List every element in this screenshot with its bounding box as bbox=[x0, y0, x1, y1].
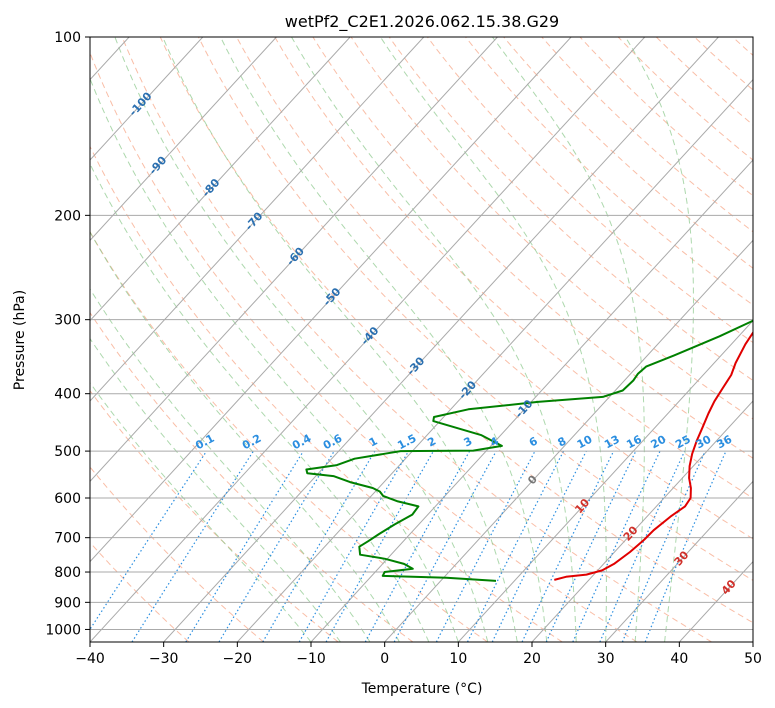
isotherm-line bbox=[90, 37, 425, 402]
chart-title: wetPf2_C2E1.2026.062.15.38.G29 bbox=[285, 12, 559, 32]
isotherm-line bbox=[90, 37, 498, 483]
temperature-line bbox=[554, 330, 753, 581]
mixing-ratio-line bbox=[185, 450, 304, 642]
dry-adiabat bbox=[771, 37, 775, 642]
isotherm-line bbox=[384, 239, 753, 642]
dry-adiabat bbox=[274, 37, 753, 499]
plot-area bbox=[90, 37, 753, 642]
x-axis-label: Temperature (°C) bbox=[361, 681, 483, 697]
moist-adiabat bbox=[162, 37, 518, 642]
isotherm-line bbox=[310, 159, 753, 642]
y-tick-label: 200 bbox=[54, 208, 81, 224]
y-tick-label: 1000 bbox=[45, 622, 81, 638]
moist-adiabat bbox=[90, 337, 341, 642]
isotherm-line bbox=[163, 37, 719, 642]
y-tick-label: 600 bbox=[54, 491, 81, 507]
mixing-ratio-label: 20 bbox=[649, 433, 669, 452]
x-tick-label: 10 bbox=[449, 651, 467, 667]
y-axis-label: Pressure (hPa) bbox=[12, 290, 28, 390]
mixing-ratio-label: 36 bbox=[715, 433, 735, 452]
moist-adiabat bbox=[90, 162, 430, 642]
y-tick-label: 300 bbox=[54, 313, 81, 329]
mixing-ratio-line bbox=[131, 450, 254, 642]
mixing-ratio-line bbox=[364, 450, 471, 642]
moist-adiabat bbox=[90, 77, 459, 642]
isotherm-line bbox=[605, 480, 753, 642]
dry-adiabat bbox=[427, 37, 753, 344]
isotherm-line bbox=[457, 319, 753, 642]
moist-adiabat bbox=[491, 37, 645, 642]
profile-lines bbox=[305, 319, 753, 582]
moist-adiabat bbox=[625, 37, 695, 642]
x-tick-label: 50 bbox=[744, 651, 762, 667]
x-tick-label: −10 bbox=[296, 651, 326, 667]
x-tick-label: 20 bbox=[523, 651, 541, 667]
plot-frame bbox=[89, 36, 754, 643]
isotherm-line bbox=[90, 37, 646, 642]
isotherm-line bbox=[90, 37, 572, 563]
isotherm-line bbox=[752, 641, 753, 642]
y-tick-label: 100 bbox=[54, 30, 81, 46]
mixing-ratio-label: 16 bbox=[624, 433, 644, 452]
mixing-ratio-label: 13 bbox=[602, 433, 622, 452]
dry-adiabat bbox=[90, 145, 563, 642]
moist-adiabat bbox=[90, 288, 371, 642]
isotherm-line bbox=[236, 78, 753, 642]
x-tick-label: 40 bbox=[670, 651, 688, 667]
mixing-ratio-label: 30 bbox=[694, 433, 714, 452]
dry-adiabat bbox=[388, 37, 753, 382]
dry-adiabat bbox=[197, 37, 753, 581]
moist-adiabat bbox=[291, 37, 577, 642]
moist-adiabat bbox=[220, 37, 548, 642]
mixing-ratio-label: 25 bbox=[673, 433, 693, 452]
y-tick-label: 700 bbox=[54, 531, 81, 547]
moist-adiabat bbox=[379, 37, 607, 642]
x-tick-label: −20 bbox=[223, 651, 253, 667]
mixing-ratio-line bbox=[491, 450, 587, 642]
dry-adiabat bbox=[90, 51, 638, 642]
dry-adiabat bbox=[90, 466, 264, 642]
dry-adiabat bbox=[159, 37, 753, 624]
isotherm-line bbox=[90, 37, 204, 161]
mixing-ratio-line bbox=[218, 450, 335, 642]
mixing-ratio-line bbox=[644, 450, 727, 642]
isotherm-line bbox=[90, 37, 277, 242]
x-tick-label: −30 bbox=[149, 651, 179, 667]
mixing-ratio-label: 10 bbox=[575, 433, 595, 452]
x-tick-label: 30 bbox=[597, 651, 615, 667]
mixing-ratio-line bbox=[466, 450, 565, 642]
dry-adiabat bbox=[312, 37, 753, 459]
dry-adiabat bbox=[350, 37, 753, 420]
dewpoint-line bbox=[305, 319, 753, 582]
isotherm-line bbox=[90, 37, 351, 322]
moist-adiabat bbox=[114, 37, 489, 642]
mixing-ratio-line bbox=[599, 450, 686, 642]
dry-adiabat bbox=[90, 230, 488, 642]
x-tick-label: 0 bbox=[380, 651, 389, 667]
isotherm-line bbox=[531, 400, 753, 642]
dry-adiabat bbox=[90, 541, 190, 642]
mixing-ratio-line bbox=[90, 450, 208, 631]
y-tick-label: 900 bbox=[54, 595, 81, 611]
y-tick-label: 800 bbox=[54, 565, 81, 581]
moist-adiabat bbox=[90, 230, 400, 642]
mixing-ratio-line bbox=[325, 450, 434, 642]
axes: −40 −30 −20 −10 0 10 20 30 40 50 1000 900 800 700 600 5… bbox=[45, 30, 762, 667]
mixing-ratio-line bbox=[621, 450, 706, 642]
mixing-ratio-line bbox=[393, 450, 497, 642]
y-tick-label: 400 bbox=[54, 387, 81, 403]
y-tick-label: 500 bbox=[54, 444, 81, 460]
background-lines bbox=[90, 37, 775, 642]
x-tick-label: −40 bbox=[75, 651, 105, 667]
